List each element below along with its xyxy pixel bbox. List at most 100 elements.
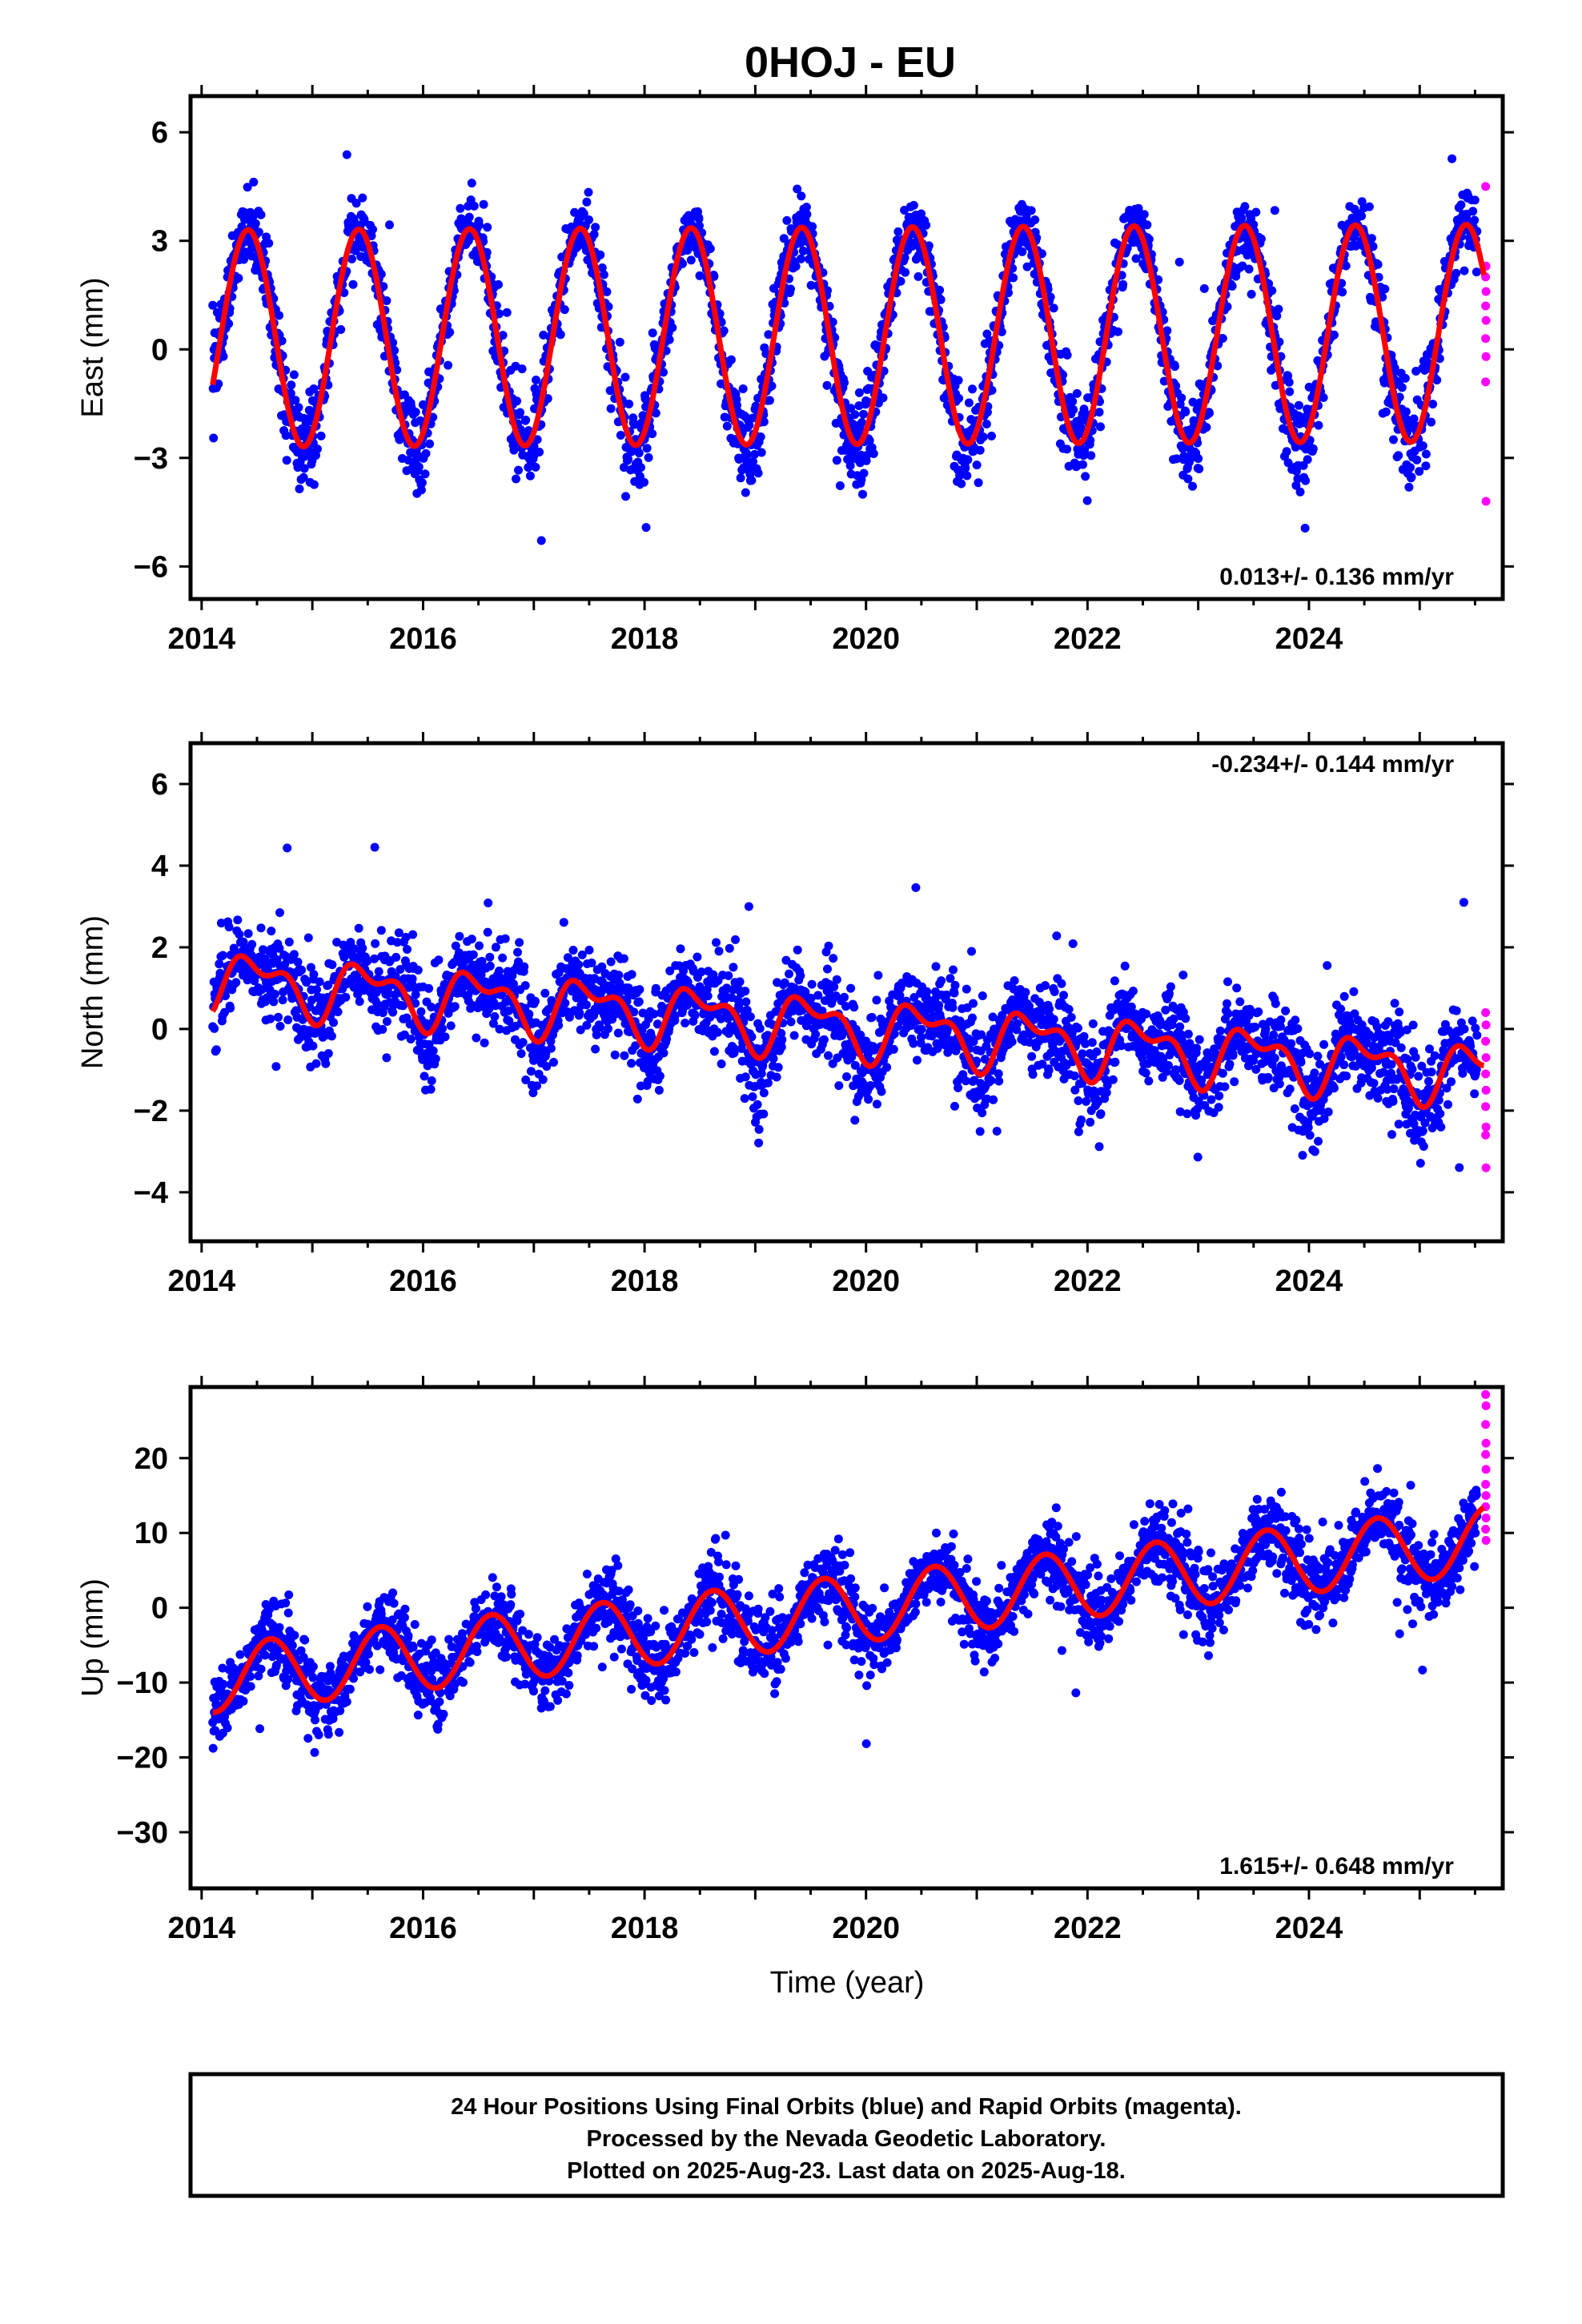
final-orbit-point bbox=[896, 276, 905, 286]
final-orbit-point bbox=[950, 1101, 959, 1111]
final-orbit-point bbox=[1364, 202, 1374, 211]
final-orbit-point bbox=[597, 263, 607, 272]
final-orbit-point bbox=[857, 418, 866, 428]
final-orbit-point bbox=[1460, 266, 1469, 275]
final-orbit-point bbox=[604, 302, 613, 312]
final-orbit-point bbox=[1319, 393, 1328, 402]
final-orbit-point bbox=[893, 227, 903, 236]
final-orbit-point bbox=[791, 262, 801, 271]
final-orbit-point bbox=[934, 1000, 944, 1010]
final-orbit-point bbox=[1082, 496, 1092, 505]
final-orbit-point bbox=[475, 941, 484, 951]
final-orbit-point bbox=[234, 273, 243, 283]
final-orbit-point bbox=[483, 223, 492, 232]
final-orbit-point bbox=[1237, 214, 1247, 223]
final-orbit-point bbox=[287, 380, 296, 390]
final-orbit-point bbox=[725, 943, 734, 953]
final-orbit-point bbox=[773, 1063, 783, 1072]
final-orbit-point bbox=[354, 923, 363, 933]
final-orbit-point bbox=[1238, 261, 1247, 271]
final-orbit-point bbox=[516, 1049, 526, 1059]
rapid-orbit-point bbox=[1481, 182, 1491, 191]
final-orbit-point bbox=[1074, 1096, 1083, 1105]
final-orbit-point bbox=[1367, 234, 1376, 243]
final-orbit-point bbox=[413, 965, 423, 975]
final-orbit-point bbox=[358, 193, 367, 203]
y-tick-label: 6 bbox=[151, 116, 168, 150]
final-orbit-point bbox=[491, 943, 500, 952]
final-orbit-point bbox=[336, 325, 346, 334]
final-orbit-point bbox=[686, 255, 696, 265]
final-orbit-point bbox=[731, 935, 740, 944]
final-orbit-point bbox=[793, 945, 802, 955]
final-orbit-point bbox=[1341, 261, 1351, 271]
final-orbit-point bbox=[789, 1031, 799, 1040]
final-orbit-point bbox=[759, 1088, 769, 1098]
final-orbit-point bbox=[747, 476, 757, 485]
final-orbit-point bbox=[1412, 455, 1422, 464]
final-orbit-point bbox=[1069, 405, 1078, 415]
x-tick-label: 2024 bbox=[1275, 622, 1343, 656]
final-orbit-point bbox=[517, 364, 527, 374]
final-orbit-point bbox=[620, 372, 630, 382]
final-orbit-point bbox=[1427, 417, 1436, 427]
final-orbit-point bbox=[483, 927, 492, 937]
final-orbit-point bbox=[581, 1000, 591, 1010]
final-orbit-point bbox=[584, 215, 593, 224]
final-orbit-point bbox=[1046, 292, 1055, 302]
final-orbit-point bbox=[515, 938, 524, 947]
final-orbit-point bbox=[1223, 302, 1232, 312]
final-orbit-point bbox=[416, 485, 426, 495]
final-orbit-point bbox=[753, 468, 763, 478]
final-orbit-point bbox=[828, 317, 837, 327]
final-orbit-point bbox=[709, 271, 719, 281]
final-orbit-point bbox=[484, 899, 493, 907]
final-orbit-point bbox=[582, 197, 592, 207]
final-orbit-point bbox=[748, 1092, 757, 1101]
final-orbit-point bbox=[355, 997, 364, 1007]
final-orbit-point bbox=[889, 1044, 898, 1054]
final-orbit-point bbox=[865, 436, 874, 445]
final-orbit-point bbox=[978, 991, 987, 1000]
final-orbit-point bbox=[341, 992, 351, 1002]
final-orbit-point bbox=[1086, 436, 1095, 445]
final-orbit-point bbox=[1291, 480, 1301, 490]
final-orbit-point bbox=[933, 1043, 942, 1053]
final-orbit-point bbox=[802, 210, 812, 219]
final-orbit-point bbox=[1188, 481, 1197, 491]
final-orbit-point bbox=[638, 411, 648, 420]
final-orbit-point bbox=[1057, 979, 1066, 988]
final-orbit-point bbox=[456, 203, 465, 213]
final-orbit-point bbox=[1275, 337, 1284, 347]
final-orbit-point bbox=[420, 469, 430, 479]
final-orbit-point bbox=[741, 987, 750, 996]
final-orbit-point bbox=[219, 352, 228, 361]
final-orbit-point bbox=[602, 287, 612, 296]
final-orbit-point bbox=[532, 435, 542, 444]
final-orbit-point bbox=[629, 420, 639, 429]
final-orbit-point bbox=[1026, 206, 1036, 215]
final-orbit-point bbox=[822, 380, 832, 390]
final-orbit-point bbox=[992, 1127, 1002, 1136]
final-orbit-point bbox=[736, 473, 745, 483]
final-orbit-point bbox=[269, 997, 279, 1007]
final-orbit-point bbox=[1249, 220, 1259, 229]
final-orbit-point bbox=[1205, 408, 1214, 418]
final-orbit-point bbox=[271, 1062, 281, 1072]
final-orbit-point bbox=[475, 220, 484, 230]
final-orbit-point bbox=[490, 1011, 500, 1021]
final-orbit-point bbox=[742, 450, 752, 460]
final-orbit-point bbox=[295, 485, 304, 493]
rapid-orbit-point bbox=[1481, 334, 1491, 344]
final-orbit-point bbox=[606, 404, 616, 413]
final-orbit-point bbox=[1400, 373, 1410, 383]
final-orbit-point bbox=[655, 1072, 665, 1081]
final-orbit-point bbox=[1357, 211, 1367, 221]
final-orbit-point bbox=[1073, 1023, 1082, 1033]
final-orbit-point bbox=[297, 965, 307, 975]
final-orbit-point bbox=[764, 330, 773, 340]
final-orbit-point bbox=[299, 472, 308, 482]
final-orbit-point bbox=[834, 1081, 844, 1091]
final-orbit-point bbox=[1087, 1038, 1097, 1047]
